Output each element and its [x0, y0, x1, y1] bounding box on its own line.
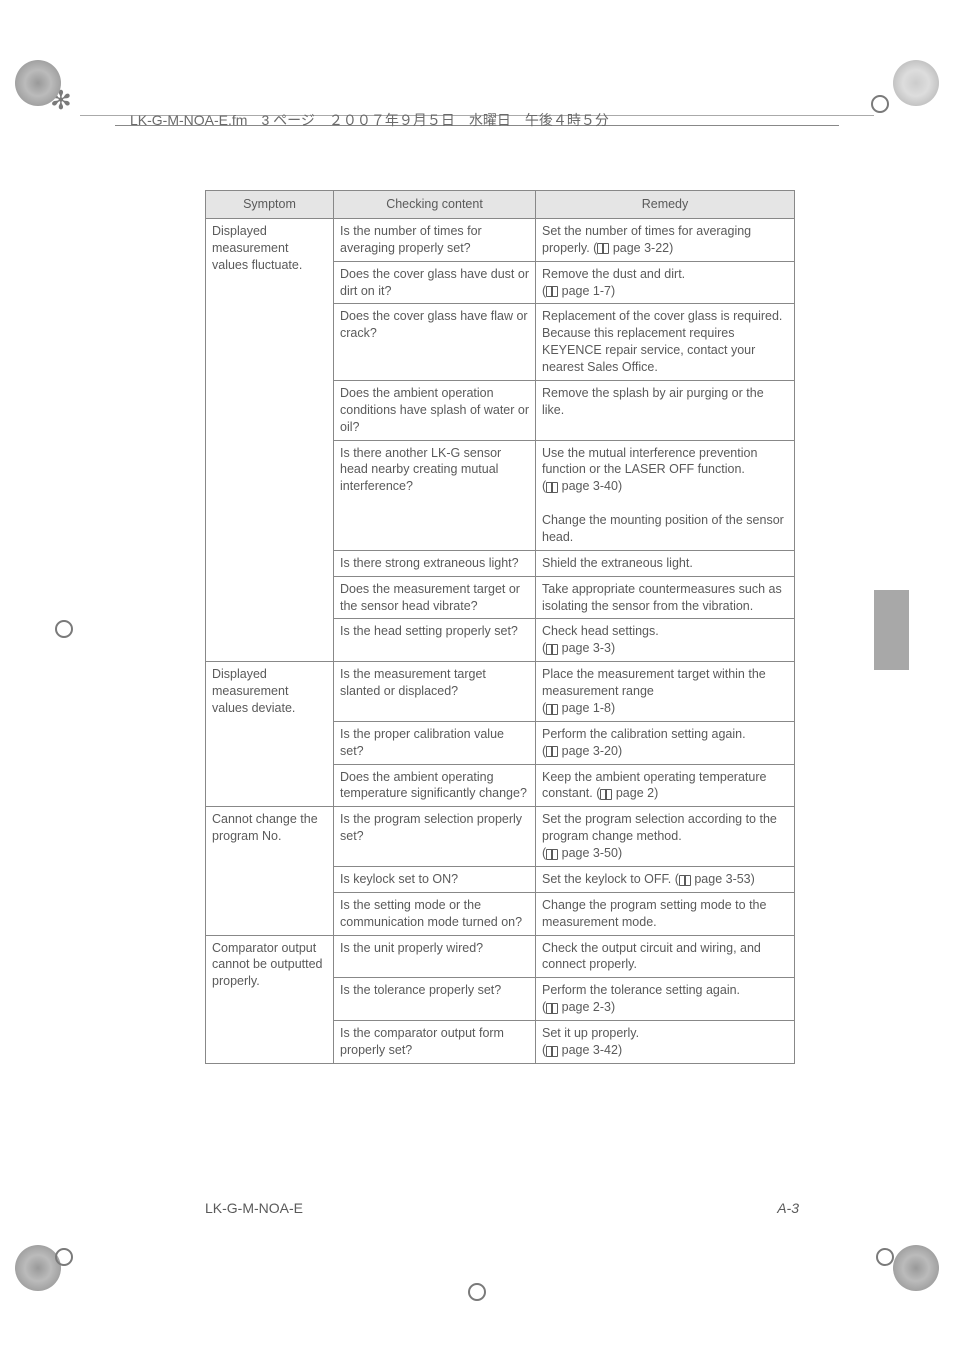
checking-cell: Is the program selection properly set? [334, 807, 536, 867]
registration-mark-icon [468, 1283, 486, 1301]
book-icon [597, 243, 609, 253]
checking-cell: Is there strong extraneous light? [334, 550, 536, 576]
registration-mark-icon [55, 620, 73, 638]
table-row: Comparator output cannot be outputted pr… [206, 935, 795, 978]
remedy-cell: Use the mutual interference prevention f… [536, 440, 795, 550]
book-icon [546, 704, 558, 714]
print-target-icon [893, 60, 939, 106]
header-checking: Checking content [334, 191, 536, 219]
remedy-cell: Set it up properly.( page 3-42) [536, 1021, 795, 1064]
table-row: Cannot change the program No.Is the prog… [206, 807, 795, 867]
footer-model: LK-G-M-NOA-E [205, 1200, 303, 1216]
checking-cell: Is the setting mode or the communication… [334, 892, 536, 935]
checking-cell: Is the number of times for averaging pro… [334, 218, 536, 261]
remedy-cell: Check head settings.( page 3-3) [536, 619, 795, 662]
troubleshooting-table-container: Symptom Checking content Remedy Displaye… [205, 190, 795, 1064]
checking-cell: Is the proper calibration value set? [334, 721, 536, 764]
remedy-cell: Take appropriate countermeasures such as… [536, 576, 795, 619]
remedy-cell: Set the number of times for averaging pr… [536, 218, 795, 261]
troubleshooting-table: Symptom Checking content Remedy Displaye… [205, 190, 795, 1064]
remedy-cell: Place the measurement target within the … [536, 662, 795, 722]
checking-cell: Does the measurement target or the senso… [334, 576, 536, 619]
symptom-cell: Displayed measurement values deviate. [206, 662, 334, 807]
checking-cell: Does the ambient operating temperature s… [334, 764, 536, 807]
symptom-cell: Displayed measurement values fluctuate. [206, 218, 334, 661]
checking-cell: Is the unit properly wired? [334, 935, 536, 978]
checking-cell: Does the cover glass have dust or dirt o… [334, 261, 536, 304]
book-icon [546, 286, 558, 296]
book-icon [600, 789, 612, 799]
checking-cell: Is the comparator output form properly s… [334, 1021, 536, 1064]
book-icon [546, 1046, 558, 1056]
book-icon [546, 482, 558, 492]
header-remedy: Remedy [536, 191, 795, 219]
checking-cell: Does the ambient operation conditions ha… [334, 380, 536, 440]
print-target-icon [15, 60, 61, 106]
book-icon [546, 1003, 558, 1013]
checking-cell: Is the measurement target slanted or dis… [334, 662, 536, 722]
book-icon [679, 875, 691, 885]
remedy-cell: Perform the tolerance setting again.( pa… [536, 978, 795, 1021]
header-symptom: Symptom [206, 191, 334, 219]
print-target-icon [15, 1245, 61, 1291]
symptom-cell: Comparator output cannot be outputted pr… [206, 935, 334, 1063]
book-icon [546, 644, 558, 654]
table-row: Displayed measurement values deviate.Is … [206, 662, 795, 722]
crop-header-text: LK-G-M-NOA-E.fm 3 ページ ２００７年９月５日 水曜日 午後４時… [130, 110, 609, 130]
checking-cell: Is the head setting properly set? [334, 619, 536, 662]
table-row: Displayed measurement values fluctuate.I… [206, 218, 795, 261]
remedy-cell: Perform the calibration setting again.( … [536, 721, 795, 764]
remedy-cell: Replacement of the cover glass is requir… [536, 304, 795, 381]
section-tab [874, 590, 909, 670]
remedy-cell: Change the program setting mode to the m… [536, 892, 795, 935]
registration-mark-icon [876, 1248, 894, 1266]
remedy-cell: Set the program selection according to t… [536, 807, 795, 867]
remedy-cell: Set the keylock to OFF. ( page 3-53) [536, 866, 795, 892]
remedy-cell: Keep the ambient operating temperature c… [536, 764, 795, 807]
checking-cell: Does the cover glass have flaw or crack? [334, 304, 536, 381]
remedy-cell: Shield the extraneous light. [536, 550, 795, 576]
print-target-icon [893, 1245, 939, 1291]
registration-mark-icon [871, 95, 889, 113]
checking-cell: Is the tolerance properly set? [334, 978, 536, 1021]
footer-page: A-3 [777, 1200, 799, 1216]
symptom-cell: Cannot change the program No. [206, 807, 334, 935]
remedy-cell: Check the output circuit and wiring, and… [536, 935, 795, 978]
book-icon [546, 849, 558, 859]
book-icon [546, 746, 558, 756]
remedy-cell: Remove the splash by air purging or the … [536, 380, 795, 440]
checking-cell: Is keylock set to ON? [334, 866, 536, 892]
checking-cell: Is there another LK-G sensor head nearby… [334, 440, 536, 550]
registration-mark-icon [55, 1248, 73, 1266]
page-footer: LK-G-M-NOA-E A-3 [205, 1200, 799, 1216]
remedy-cell: Remove the dust and dirt.( page 1-7) [536, 261, 795, 304]
